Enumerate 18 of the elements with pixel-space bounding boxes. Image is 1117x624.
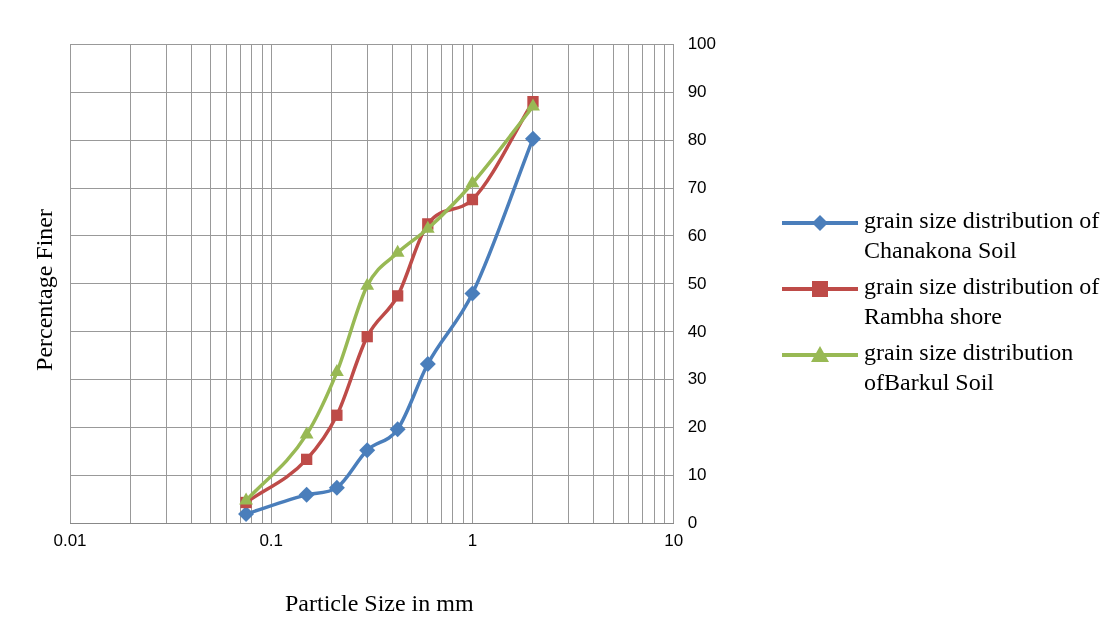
y-tick-label: 70 bbox=[687, 177, 707, 197]
x-axis-title: Particle Size in mm bbox=[285, 590, 474, 617]
x-tick-label: 1 bbox=[467, 531, 478, 551]
x-tick-label: 0.1 bbox=[259, 531, 284, 551]
y-tick-label: 20 bbox=[687, 417, 707, 437]
y-tick-label: 50 bbox=[687, 273, 707, 293]
y-tick-label: 60 bbox=[687, 225, 707, 245]
y-tick-label: 30 bbox=[687, 369, 707, 389]
y-tick-label: 100 bbox=[687, 33, 717, 53]
y-tick-label: 90 bbox=[687, 81, 707, 101]
x-tick-label: 0.01 bbox=[53, 531, 87, 551]
x-tick-label: 10 bbox=[664, 531, 684, 551]
legend-label: grain size distribution ofBarkul Soil bbox=[864, 338, 1075, 397]
y-axis-title: Percentage Finer bbox=[30, 209, 58, 371]
y-tick-label: 80 bbox=[687, 129, 707, 149]
y-tick-label: 10 bbox=[687, 465, 707, 485]
y-tick-label: 40 bbox=[687, 321, 707, 341]
y-tick-label: 0 bbox=[687, 513, 698, 533]
